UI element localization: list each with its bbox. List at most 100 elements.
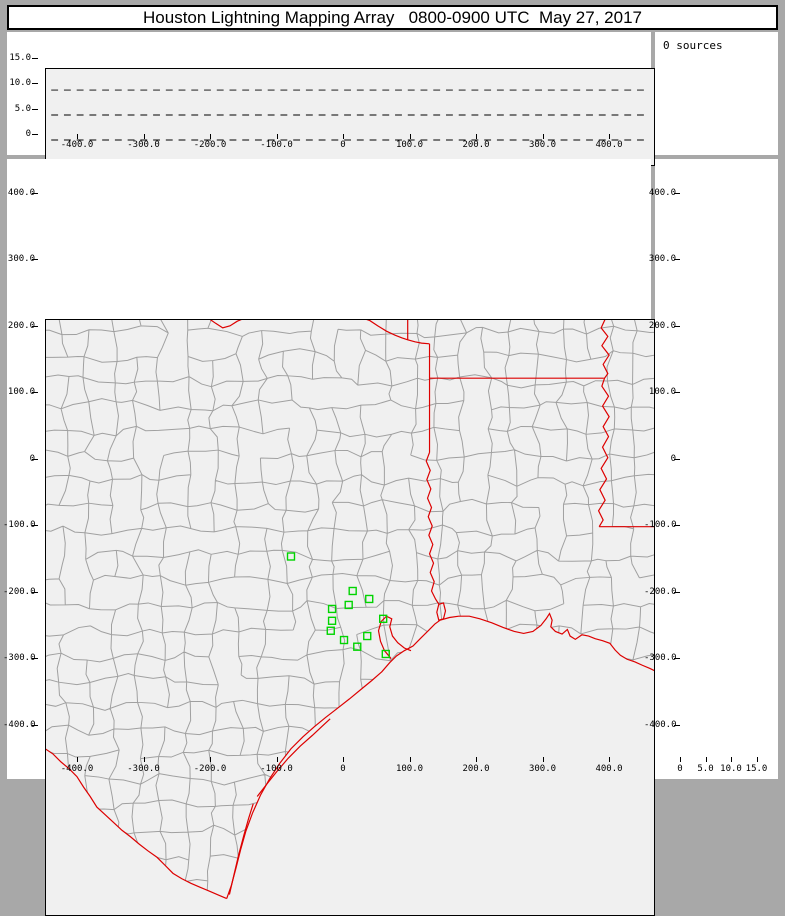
lma-station-marker [344, 600, 353, 610]
ns-tick-mark [32, 392, 38, 393]
lma-station-marker [286, 552, 296, 561]
ew-tick-mark [276, 757, 278, 762]
ew-tick-mark [476, 757, 477, 762]
ns-tick-label: 0 [3, 453, 35, 465]
ns-tick-label: 200.0 [7, 320, 35, 331]
ew-tick-mark [210, 134, 211, 139]
state-border-line [439, 612, 654, 672]
ew-tick-mark [476, 134, 477, 139]
ew-tick-label: -100.0 [260, 140, 293, 150]
ew-tick-mark [542, 757, 544, 762]
altitude-ew-plot-area[interactable] [45, 68, 655, 166]
ns-tick-label: -400.0 [3, 719, 36, 730]
alt-tick-label: 15.0 [745, 764, 768, 774]
alt-tick-mark [32, 57, 38, 59]
plan-view-panel [7, 159, 655, 916]
lma-station-marker [363, 631, 372, 641]
ns-tick-mark [32, 658, 38, 659]
state-borders [46, 320, 654, 900]
ew-tick-label: -400.0 [60, 764, 94, 774]
alt-tick-mark [705, 757, 707, 762]
ew-tick-mark [343, 134, 344, 139]
ew-tick-mark [409, 757, 411, 762]
ew-tick-mark [143, 134, 145, 139]
ew-tick-mark [143, 757, 145, 762]
ns-tick-label: -200.0 [644, 586, 677, 597]
alt-tick-label: 5.0 [14, 103, 31, 114]
ew-tick-mark [609, 757, 610, 762]
ew-tick-mark [343, 757, 344, 762]
state-border-line [425, 452, 440, 605]
altitude-ns-panel [655, 159, 778, 779]
alt-tick-mark [32, 108, 38, 110]
lma-station-marker [353, 642, 362, 651]
lma-station-marker [381, 649, 390, 659]
title-text: Houston Lightning Mapping Array 0800-090… [143, 7, 642, 27]
ns-tick-label: -300.0 [644, 653, 677, 663]
ew-tick-label: 0 [340, 140, 346, 150]
lma-station-marker [348, 586, 357, 596]
plan-view-map-plot-area[interactable] [45, 319, 655, 916]
ns-tick-mark [32, 591, 38, 593]
ns-tick-mark [674, 658, 680, 659]
ns-tick-label: -100.0 [644, 520, 677, 530]
alt-tick-label: 0 [25, 129, 31, 139]
ew-tick-mark [409, 134, 411, 139]
ns-tick-mark [674, 724, 680, 726]
ns-tick-mark [32, 192, 38, 194]
alt-tick-mark [680, 757, 681, 762]
ns-tick-label: 100.0 [7, 387, 35, 397]
ew-tick-label: 300.0 [528, 140, 557, 150]
ns-tick-mark [674, 259, 680, 260]
ns-tick-label: -100.0 [3, 520, 36, 530]
ns-tick-mark [32, 325, 38, 327]
state-border-line [256, 718, 331, 797]
alt-tick-mark [32, 134, 38, 135]
state-border-line [377, 615, 412, 659]
ew-tick-mark [77, 134, 78, 139]
altitude-ew-panel [7, 32, 655, 166]
ew-tick-label: -400.0 [60, 140, 94, 150]
ew-tick-label: -200.0 [193, 764, 227, 774]
ew-tick-label: 100.0 [395, 764, 424, 774]
ns-tick-label: 100.0 [648, 387, 676, 397]
lma-station-marker [326, 626, 335, 635]
ns-tick-mark [32, 724, 38, 726]
alt-tick-label: 10.0 [9, 78, 31, 88]
ns-tick-mark [32, 458, 38, 460]
ns-tick-label: 400.0 [648, 187, 676, 198]
lma-station-marker [327, 604, 337, 614]
xlma-window: { "title": "Houston Lightning Mapping Ar… [3, 5, 778, 916]
ns-tick-label: -200.0 [3, 586, 36, 597]
alt-tick-mark [32, 83, 38, 84]
ew-tick-label: -300.0 [127, 764, 160, 774]
ns-tick-label: -400.0 [644, 719, 677, 730]
ew-tick-label: 0 [340, 764, 346, 774]
window-title-bar: Houston Lightning Mapping Array 0800-090… [7, 5, 778, 30]
ew-tick-label: 300.0 [528, 764, 557, 774]
lma-station-marker [327, 616, 337, 625]
alt-tick-mark [756, 757, 758, 762]
ew-tick-mark [276, 134, 278, 139]
ew-tick-label: -200.0 [193, 140, 227, 150]
ns-tick-mark [674, 591, 680, 593]
alt-tick-label: 10.0 [720, 764, 742, 774]
ew-tick-label: 200.0 [462, 764, 490, 774]
ns-tick-label: 300.0 [648, 254, 676, 264]
ew-tick-label: 200.0 [462, 140, 490, 150]
ew-tick-mark [77, 757, 78, 762]
ns-tick-label: 200.0 [648, 320, 676, 331]
ew-tick-label: 400.0 [595, 140, 623, 150]
ew-tick-label: 100.0 [395, 140, 424, 150]
alt-tick-label: 15.0 [9, 52, 31, 63]
ew-tick-label: -300.0 [127, 140, 160, 150]
ns-tick-label: -300.0 [3, 653, 36, 663]
lma-station-marker [379, 614, 388, 623]
ew-tick-mark [542, 134, 544, 139]
state-border-line [436, 602, 447, 621]
ew-tick-label: -100.0 [260, 764, 293, 774]
ns-tick-label: 0 [644, 453, 676, 465]
source-count-panel: 0 sources [655, 32, 778, 155]
ew-tick-label: 400.0 [595, 764, 623, 774]
ew-tick-mark [210, 757, 211, 762]
